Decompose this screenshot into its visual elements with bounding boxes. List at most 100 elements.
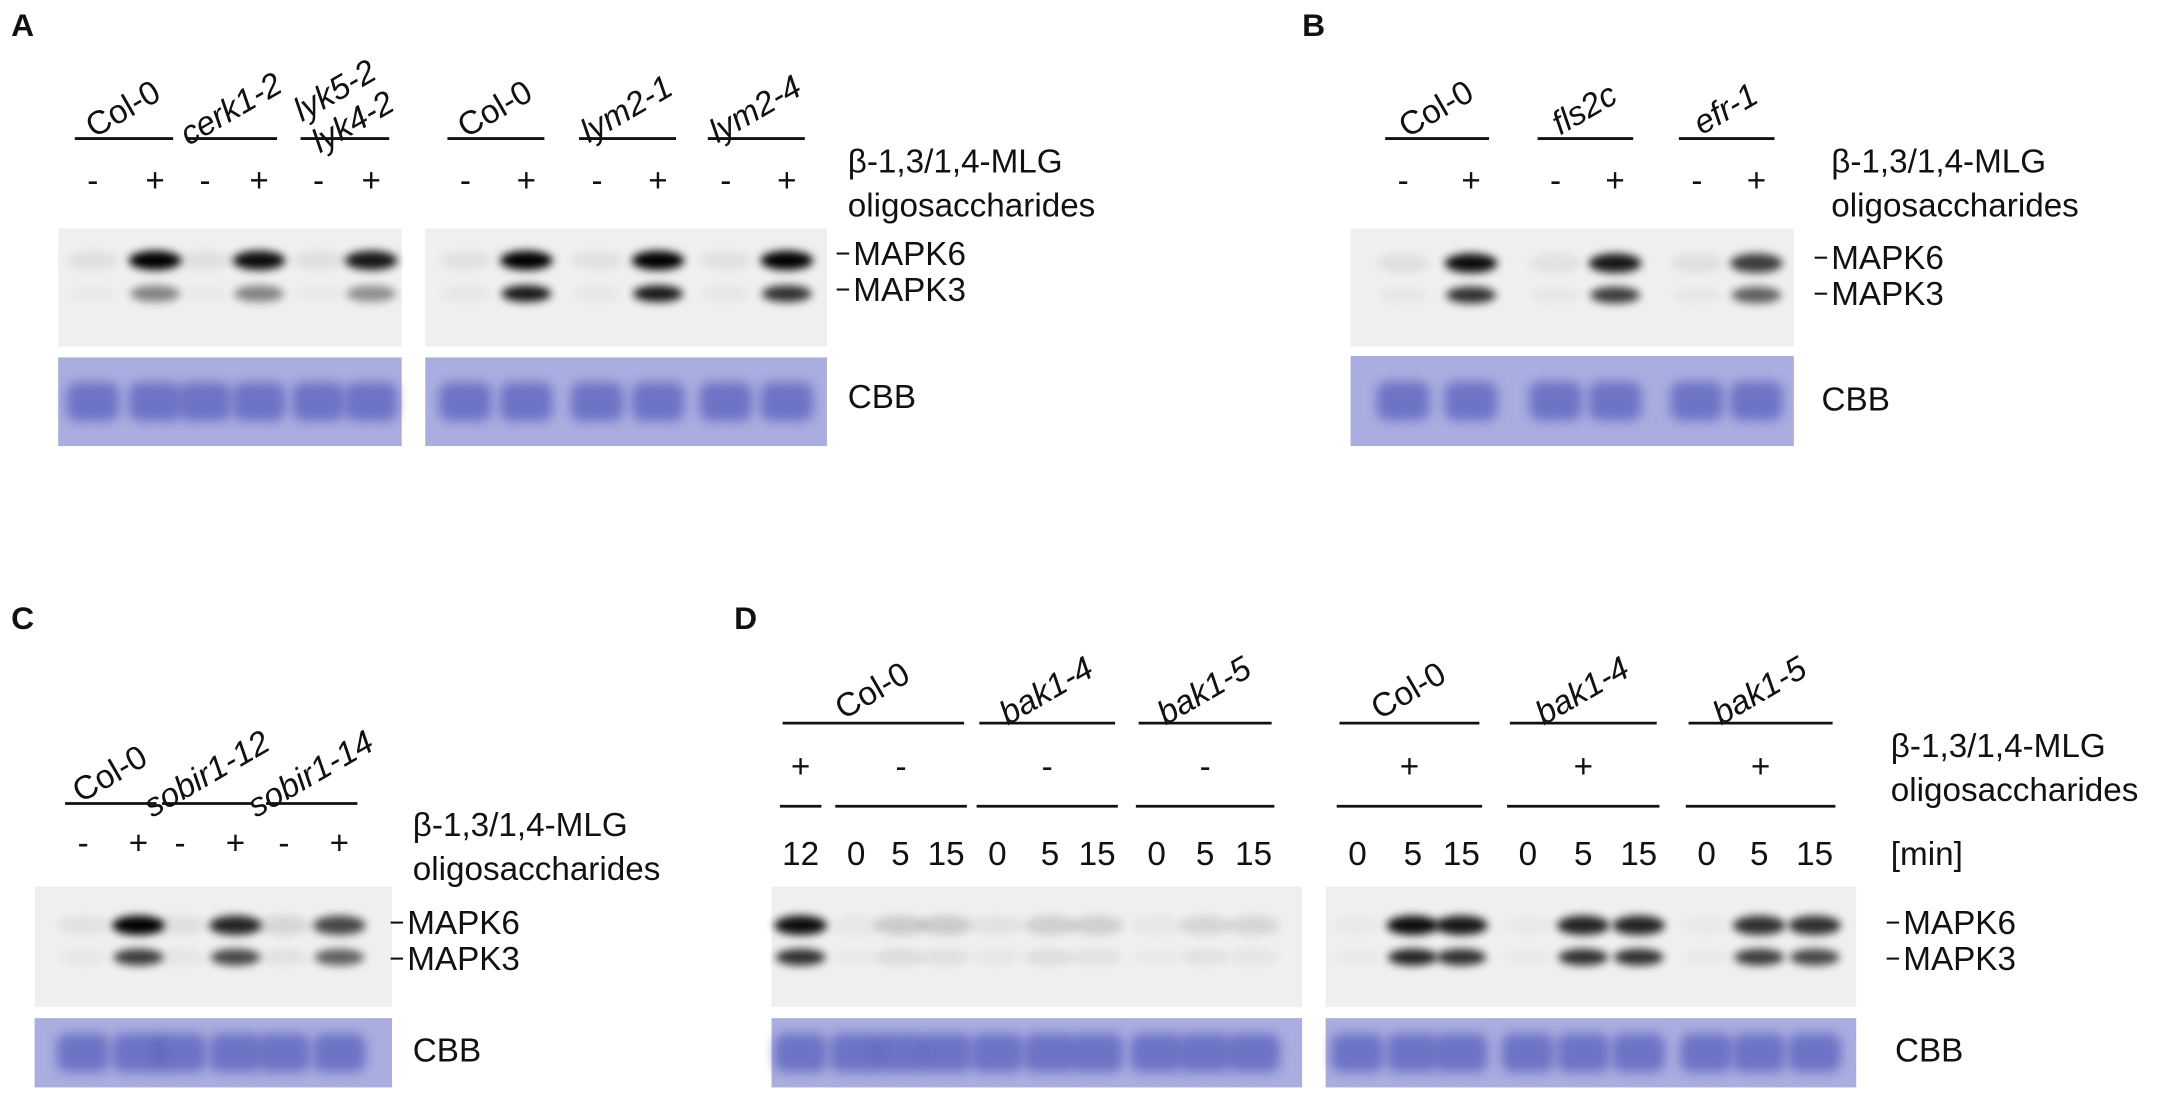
mapk6-band bbox=[1386, 915, 1440, 936]
time-point: 5 bbox=[1196, 836, 1214, 873]
cbb-lane bbox=[1227, 1033, 1280, 1073]
mapk6-band bbox=[1130, 916, 1183, 935]
genotype-label: Col-0 bbox=[79, 73, 166, 145]
mapk6-band bbox=[178, 250, 232, 271]
western-blot bbox=[34, 886, 393, 1008]
time-point: 0 bbox=[1147, 836, 1165, 873]
mapk3-band bbox=[1025, 948, 1075, 966]
treatment-sign: + bbox=[777, 163, 796, 200]
mapk3-band bbox=[1682, 949, 1732, 966]
time-point: 0 bbox=[1519, 836, 1537, 873]
cbb-lane bbox=[66, 382, 120, 422]
mapk6-band bbox=[1227, 915, 1280, 936]
treatment-sign: - bbox=[460, 163, 471, 200]
treatment-sign: + bbox=[1461, 163, 1480, 200]
time-point: 15 bbox=[1235, 836, 1272, 873]
mapk6-band bbox=[1788, 915, 1841, 936]
genotype-label: bak1-5 bbox=[1151, 649, 1258, 732]
time-point: 0 bbox=[988, 836, 1006, 873]
stain-label: CBB bbox=[848, 379, 916, 416]
treatment-sign: + bbox=[249, 163, 268, 200]
stain-label: CBB bbox=[1822, 382, 1890, 419]
genotype-label: fls2c bbox=[1546, 76, 1624, 142]
panel-letter: B bbox=[1302, 7, 1325, 43]
treatment-sign: + bbox=[145, 163, 164, 200]
panel: B Col-0 fls2c efr-1 - + - + - + β-1,3/1,4-MLG oligo… bbox=[1302, 7, 2079, 447]
western-blot bbox=[58, 228, 402, 347]
mapk3-band bbox=[1387, 948, 1438, 966]
western-blot bbox=[1350, 228, 1794, 347]
treatment-sign: - bbox=[896, 749, 907, 786]
cbb-lane bbox=[919, 1033, 973, 1073]
treatment-sign: - bbox=[87, 163, 98, 200]
treatment-sign: + bbox=[1747, 163, 1766, 200]
cbb-lane bbox=[874, 1033, 927, 1073]
band-label: MAPK3 bbox=[1903, 941, 2016, 978]
genotype-label: cerk1-2 bbox=[174, 66, 288, 153]
cbb-lane bbox=[257, 1033, 311, 1073]
cbb-lane bbox=[760, 382, 814, 422]
mapk6-band bbox=[1556, 915, 1610, 936]
time-point: 5 bbox=[1404, 836, 1422, 873]
treatment-sign: + bbox=[330, 825, 349, 862]
cbb-lane bbox=[1331, 1033, 1384, 1073]
time-point: 15 bbox=[928, 836, 965, 873]
mapk3-band bbox=[234, 285, 284, 303]
mapk6-band bbox=[1070, 915, 1124, 936]
mapk6-band bbox=[760, 250, 814, 271]
mapk6-band bbox=[1588, 253, 1642, 273]
mapk6-band bbox=[570, 250, 624, 271]
treatment-sign: + bbox=[226, 825, 245, 862]
mapk3-band bbox=[155, 948, 206, 966]
mapk6-band bbox=[1023, 915, 1077, 936]
western-blot bbox=[1325, 886, 1857, 1008]
cbb-lane bbox=[1529, 381, 1582, 421]
cbb-lane bbox=[1788, 1033, 1841, 1073]
treatment-label: β-1,3/1,4-MLG bbox=[413, 807, 628, 844]
cbb-lane bbox=[699, 382, 753, 422]
cbb-stain bbox=[425, 357, 827, 447]
mapk6-band bbox=[1331, 916, 1384, 935]
treatment-label: β-1,3/1,4-MLG bbox=[1831, 143, 2046, 180]
cbb-lane bbox=[112, 1033, 165, 1073]
mapk3-band bbox=[875, 948, 926, 966]
cbb-lane bbox=[631, 382, 685, 422]
mapk3-band bbox=[1503, 949, 1553, 966]
cbb-lane bbox=[570, 382, 624, 422]
treatment-sign: - bbox=[1550, 163, 1561, 200]
genotype-label: bak1-4 bbox=[1529, 650, 1636, 733]
mapk3-band bbox=[1731, 286, 1782, 304]
cbb-lane bbox=[829, 1033, 883, 1073]
mapk3-band bbox=[1789, 948, 1840, 966]
mapk3-band bbox=[314, 948, 365, 966]
mapk3-band bbox=[210, 948, 261, 966]
mapk6-band bbox=[232, 250, 286, 271]
mapk6-band bbox=[1612, 915, 1666, 936]
treatment-sign: + bbox=[1751, 749, 1770, 786]
mapk6-band bbox=[1670, 253, 1724, 273]
treatment-sign: + bbox=[1605, 163, 1624, 200]
mapk3-band bbox=[831, 949, 881, 966]
band-label: MAPK6 bbox=[407, 905, 520, 942]
mapk3-band bbox=[1228, 948, 1279, 966]
cbb-lane bbox=[1732, 1033, 1786, 1073]
mapk6-band bbox=[1502, 916, 1555, 935]
treatment-label: oligosaccharides bbox=[413, 851, 661, 888]
mapk3-band bbox=[58, 949, 108, 966]
time-point: 5 bbox=[1574, 836, 1592, 873]
mapk3-band bbox=[180, 285, 230, 302]
cbb-lane bbox=[1070, 1033, 1124, 1073]
band-label: MAPK3 bbox=[853, 272, 966, 309]
treatment-sign: - bbox=[1200, 749, 1211, 786]
time-point: 0 bbox=[847, 836, 865, 873]
mapk3-band bbox=[572, 285, 622, 302]
band-label: MAPK6 bbox=[853, 236, 966, 273]
stain-label: CBB bbox=[413, 1033, 481, 1070]
mapk3-band bbox=[68, 285, 118, 302]
mapk6-band bbox=[1444, 253, 1498, 273]
stain-label: CBB bbox=[1895, 1033, 1963, 1070]
cbb-lane bbox=[1556, 1033, 1610, 1073]
